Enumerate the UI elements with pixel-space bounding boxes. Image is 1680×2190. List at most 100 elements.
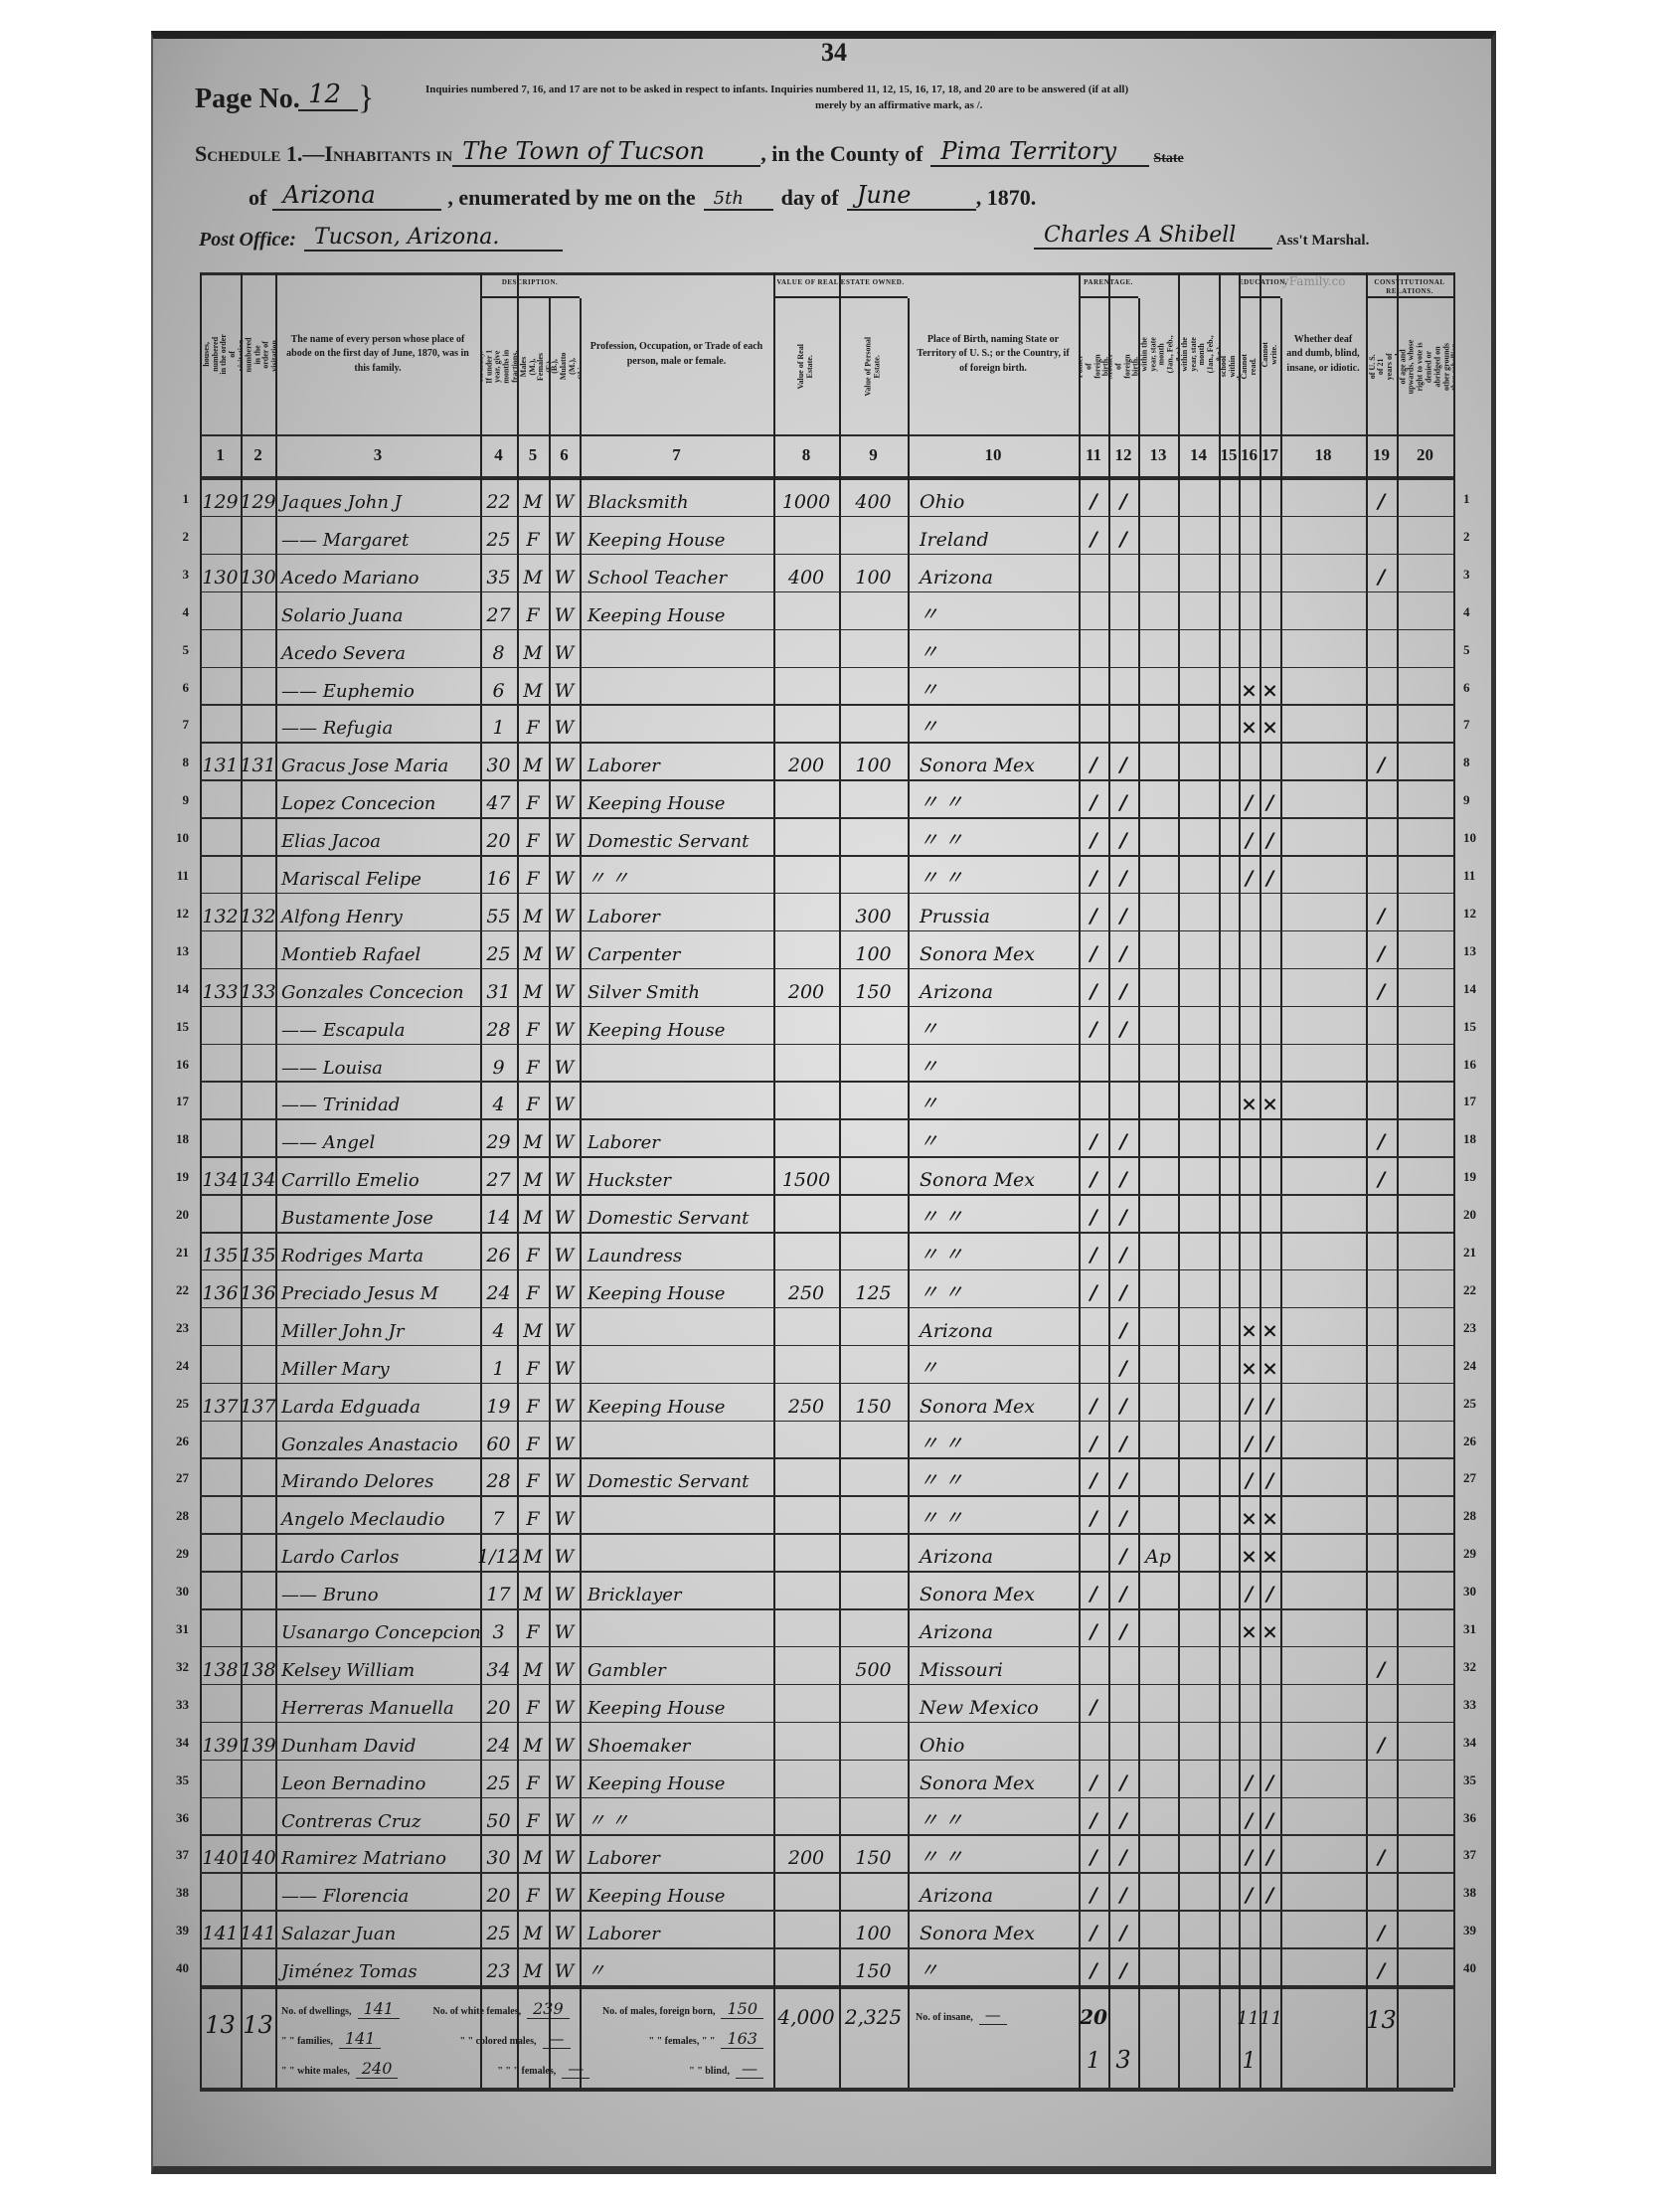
row-rule xyxy=(200,1645,1453,1648)
mother-foreign-mark: / xyxy=(1119,790,1127,815)
row-rule xyxy=(200,1796,1453,1798)
citizen-mark: / xyxy=(1377,1732,1386,1757)
column-header-1: Dwelling-houses, numbered in the order o… xyxy=(200,276,241,432)
citizen-mark: / xyxy=(1377,1656,1386,1681)
cannot-read-mark: × xyxy=(1241,1355,1258,1380)
father-foreign-mark: / xyxy=(1090,828,1097,853)
summary-label: " " females, " " xyxy=(648,2036,716,2047)
sex: M xyxy=(523,980,543,1003)
row-number-left: 3 xyxy=(182,566,190,582)
age: 60 xyxy=(486,1432,511,1455)
summary-value: 150 xyxy=(721,1999,763,2019)
citizens-total: 13 xyxy=(1366,2006,1397,2034)
row-number-left: 19 xyxy=(176,1169,189,1185)
real-estate-value: 400 xyxy=(787,566,825,589)
citizen-mark: / xyxy=(1377,978,1386,1003)
column-header-text: Cannot read. xyxy=(1239,353,1258,380)
column-number: 12 xyxy=(1114,445,1132,464)
row-number-right: 17 xyxy=(1463,1094,1476,1109)
family-number: 140 xyxy=(240,1847,276,1870)
families-total: 13 xyxy=(243,2011,273,2039)
summary-item: " " blind, — xyxy=(689,2059,769,2079)
person-name: Lopez Concecion xyxy=(281,793,436,815)
age: 24 xyxy=(486,1734,511,1757)
mother-foreign-mark: / xyxy=(1119,1243,1127,1266)
age: 23 xyxy=(486,1960,511,1983)
age: 7 xyxy=(492,1508,505,1531)
place-name: The Town of Tucson xyxy=(452,137,761,167)
row-number-left: 34 xyxy=(176,1734,189,1750)
row-rule xyxy=(200,1306,1453,1309)
mother-foreign-mark: / xyxy=(1119,1958,1127,1983)
cannot-write-mark: / xyxy=(1265,1431,1274,1455)
mother-foreign-mark: / xyxy=(1119,1279,1127,1304)
occupation: Keeping House xyxy=(588,1396,726,1418)
family-number: 134 xyxy=(240,1169,276,1192)
row-number-right: 14 xyxy=(1463,980,1476,996)
occupation: Keeping House xyxy=(588,1886,726,1908)
summary-line: " " white males, 240 " " " females, — " " bl… xyxy=(281,2059,769,2079)
column-rule xyxy=(1397,272,1399,2088)
sex: F xyxy=(526,1508,540,1531)
dwelling-number: 136 xyxy=(202,1281,239,1304)
watermark: yFamily.co xyxy=(1282,274,1346,288)
row-number-left: 13 xyxy=(176,942,189,958)
personal-estate-total: 2,325 xyxy=(844,2005,903,2029)
column-header-text: Cannot write. xyxy=(1260,341,1278,368)
row-rule xyxy=(200,1382,1453,1385)
cannot-read-mark: × xyxy=(1241,1092,1258,1116)
place-of-birth: 〃 〃 xyxy=(920,829,964,852)
column-header-text: Mother of foreign birth. xyxy=(1108,353,1138,380)
father-foreign-mark: / xyxy=(1090,1845,1097,1870)
occupation: Huckster xyxy=(588,1170,672,1192)
dwellings-total: 13 xyxy=(205,2011,236,2039)
column-number: 6 xyxy=(560,445,569,464)
family-number: 137 xyxy=(240,1395,276,1418)
cannot-write-mark: × xyxy=(1261,715,1278,740)
color: W xyxy=(554,1584,575,1606)
row-rule xyxy=(200,1005,1453,1008)
color: W xyxy=(554,1207,575,1230)
row-number-left: 32 xyxy=(176,1658,189,1674)
summary-item: " " females, " " 163 xyxy=(648,2029,769,2049)
row-number-left: 7 xyxy=(182,717,190,733)
age: 24 xyxy=(486,1281,511,1304)
citizen-mark: / xyxy=(1377,1845,1386,1870)
cannot-read-mark: × xyxy=(1241,1544,1258,1569)
summary-value: 240 xyxy=(355,2059,399,2079)
column-header-text: Sex.—Males (M.), Females (F.) xyxy=(517,352,549,381)
person-name: —— Euphemio xyxy=(281,680,415,702)
occupation: Laborer xyxy=(588,1848,660,1870)
sex: F xyxy=(526,1245,540,1266)
column-number: 13 xyxy=(1149,445,1167,464)
instructions-notice-line-2: merely by an affirmative mark, as /. xyxy=(815,99,983,111)
summary-label: No. of dwellings, xyxy=(281,2006,352,2017)
column-header-12: Mother of foreign birth. xyxy=(1108,300,1138,432)
table-top-border xyxy=(200,272,1453,275)
color: W xyxy=(554,1470,575,1493)
sex: F xyxy=(526,868,540,890)
summary-label: " " " females, xyxy=(497,2066,557,2077)
row-number-right: 33 xyxy=(1463,1696,1476,1712)
sex: F xyxy=(526,1470,540,1493)
mother-foreign-mark: / xyxy=(1119,1317,1127,1342)
sex: M xyxy=(523,1584,543,1606)
row-rule xyxy=(200,855,1453,857)
mother-foreign-mark: / xyxy=(1119,1506,1127,1531)
row-number-right: 10 xyxy=(1463,830,1476,846)
row-rule xyxy=(200,742,1453,744)
sex: M xyxy=(523,1923,543,1945)
color: W xyxy=(554,1960,575,1983)
occupation: Silver Smith xyxy=(588,981,700,1003)
row-rule xyxy=(200,666,1453,668)
column-header-10: Place of Birth, naming State or Territor… xyxy=(908,276,1079,432)
enumeration-month: June xyxy=(846,181,976,211)
of-label: of xyxy=(249,185,267,210)
insane-value: — xyxy=(978,2005,1007,2025)
row-number-left: 20 xyxy=(176,1207,189,1223)
row-rule xyxy=(200,892,1453,895)
age: 47 xyxy=(486,792,511,815)
sex: F xyxy=(526,717,540,740)
row-number-left: 2 xyxy=(182,528,190,544)
column-header-text: Male Citizens of U. S. of 21 years of ag… xyxy=(1397,339,1453,394)
